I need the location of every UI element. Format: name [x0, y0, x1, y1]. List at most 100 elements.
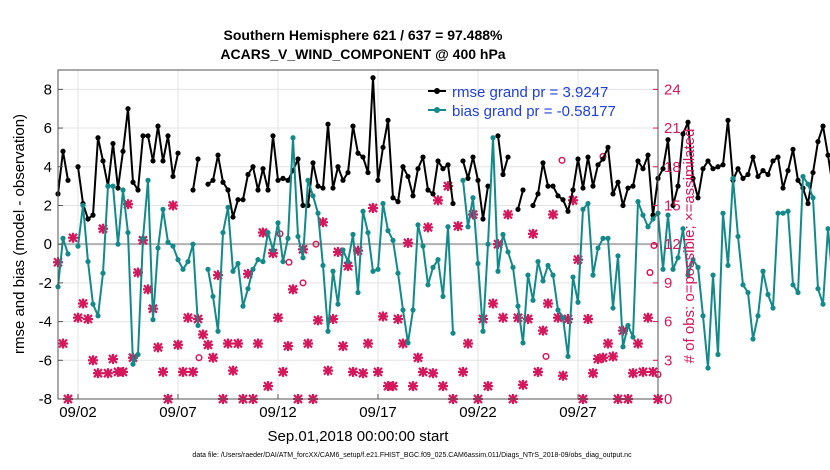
obs-assimilated-point [498, 312, 508, 323]
series-point [220, 179, 226, 185]
series-point [460, 158, 466, 164]
series-point [610, 191, 616, 197]
plot-frame [57, 69, 659, 400]
legend-bias-marker [434, 107, 440, 113]
obs-assimilated-point [378, 311, 388, 322]
series-point [700, 166, 706, 172]
series-point [640, 212, 646, 218]
series-point [320, 262, 326, 269]
series-point [130, 361, 136, 367]
series-point [230, 214, 236, 220]
series-point [555, 307, 561, 313]
y-left-axis-label: rmse and bias (model - observation) [11, 114, 28, 354]
series-point [735, 233, 741, 240]
series-point [595, 245, 601, 251]
series-point [240, 303, 246, 309]
series-point [755, 173, 761, 180]
series-point [535, 191, 541, 197]
series-point [310, 193, 316, 199]
series-point [500, 171, 506, 178]
obs-assimilated-point [198, 329, 208, 340]
series-point [545, 183, 551, 189]
series-point [360, 154, 366, 160]
series-point [475, 177, 481, 183]
series-point [780, 210, 786, 216]
series-point [320, 185, 326, 191]
series-point [335, 301, 341, 307]
y-left-tick-label: -6 [39, 352, 52, 369]
series-point [520, 187, 526, 193]
x-tick-label: 09/07 [159, 404, 197, 421]
series-point [695, 195, 701, 201]
series-point [580, 206, 586, 212]
series-point [625, 322, 631, 329]
series-point [325, 121, 331, 127]
obs-assimilated-point [583, 314, 593, 325]
x-axis-label: Sep.01,2018 00:00:00 start [268, 428, 450, 445]
series-point [495, 133, 501, 139]
series-point [645, 224, 651, 230]
series-point [90, 212, 96, 218]
series-point [705, 158, 711, 164]
series-point [370, 75, 376, 81]
series-point [405, 340, 411, 346]
series-point [380, 144, 386, 151]
series-point [125, 106, 131, 112]
series-point [700, 313, 706, 319]
series-point [560, 197, 566, 203]
series-point [495, 268, 501, 274]
obs-assimilated-point [153, 342, 163, 353]
y-right-tick-label: 21 [664, 120, 681, 137]
obs-assimilated-point [488, 298, 498, 309]
obs-assimilated-point [263, 381, 273, 392]
y-right-tick-label: 15 [664, 197, 681, 214]
series-point [410, 307, 416, 313]
series-point [765, 291, 771, 298]
series-point [145, 177, 151, 183]
obs-assimilated-point [608, 351, 618, 362]
series-point [825, 226, 830, 232]
series-point [310, 160, 316, 166]
legend: rmse grand pr = 3.9247 bias grand pr = -… [428, 84, 616, 120]
series-point [490, 135, 496, 141]
series-point [605, 144, 611, 151]
series-point [800, 173, 806, 180]
series-point [160, 206, 166, 212]
chart-title-line2: ACARS_V_WIND_COMPONENT @ 400 hPa [220, 46, 505, 62]
obs-assimilated-point [483, 381, 493, 392]
obs-assimilated-point [408, 381, 418, 392]
y-left-tick-label: 8 [44, 81, 52, 98]
obs-possible-point [195, 354, 203, 362]
obs-assimilated-point [638, 366, 648, 377]
obs-assimilated-point [73, 312, 83, 323]
y-right-tick-label: 18 [664, 159, 681, 176]
y-right-tick-label: 12 [664, 236, 681, 253]
obs-assimilated-point [358, 368, 368, 379]
obs-assimilated-point [203, 339, 213, 350]
series-point [810, 169, 816, 176]
series-point [195, 322, 201, 329]
series-point [580, 185, 586, 191]
obs-assimilated-point [303, 338, 313, 349]
y-left-tick-label: 6 [44, 120, 52, 137]
obs-assimilated-point [168, 200, 178, 211]
series-point [395, 270, 401, 276]
series-point [685, 272, 691, 278]
series-point [625, 185, 631, 191]
series-point [210, 177, 216, 183]
series-point [125, 229, 131, 236]
y-right-tick-label: 0 [664, 391, 672, 408]
series-point [735, 166, 741, 172]
obs-assimilated-point [433, 195, 443, 206]
y-right-tick-label: 24 [664, 81, 681, 98]
x-tick-label: 09/17 [359, 404, 397, 421]
x-tick-label: 09/27 [559, 404, 597, 421]
series-point [300, 202, 306, 209]
obs-assimilated-point [283, 341, 293, 352]
series-point [165, 133, 171, 139]
series-point [115, 185, 121, 191]
series-point [805, 181, 811, 187]
series-point [390, 237, 396, 243]
series-point [420, 243, 426, 249]
series-point [205, 181, 211, 187]
